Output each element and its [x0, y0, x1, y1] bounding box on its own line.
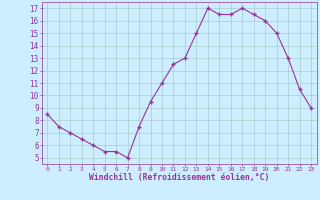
X-axis label: Windchill (Refroidissement éolien,°C): Windchill (Refroidissement éolien,°C): [89, 173, 269, 182]
